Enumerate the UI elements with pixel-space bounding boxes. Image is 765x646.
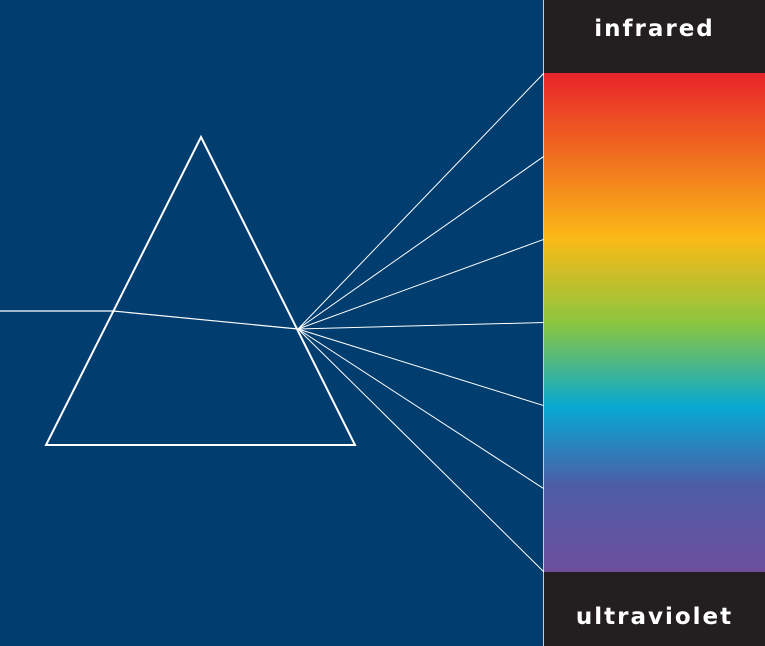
refracted-light-beam xyxy=(112,310,299,330)
dispersed-ray xyxy=(297,238,545,330)
ultraviolet-label: ultraviolet xyxy=(575,604,734,630)
color-spectrum-band xyxy=(544,73,765,572)
dispersed-ray xyxy=(297,328,545,573)
dispersed-ray xyxy=(297,328,545,407)
spectrum-panel: infrared ultraviolet xyxy=(544,0,765,646)
prism-triangle xyxy=(44,134,357,446)
dispersed-ray xyxy=(297,72,545,330)
dispersed-ray xyxy=(297,155,545,330)
dispersed-rays xyxy=(297,0,545,646)
dispersed-ray xyxy=(297,322,545,330)
infrared-label: infrared xyxy=(594,16,715,42)
dispersed-ray xyxy=(297,328,545,490)
